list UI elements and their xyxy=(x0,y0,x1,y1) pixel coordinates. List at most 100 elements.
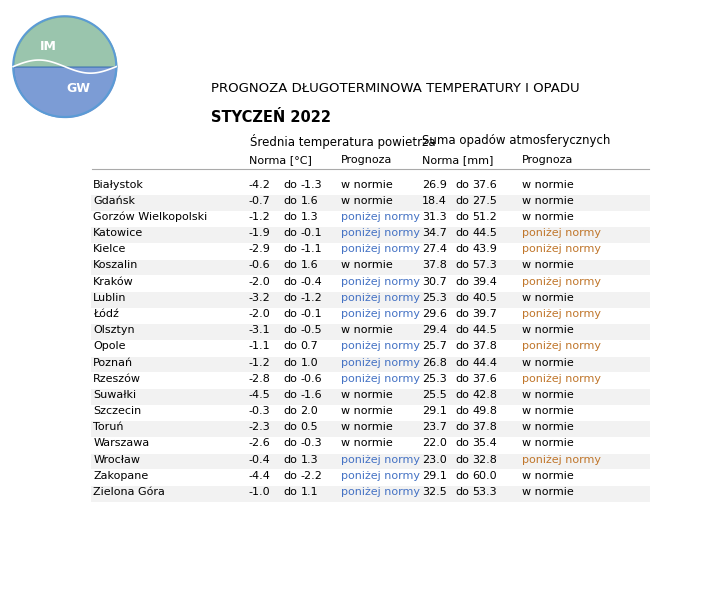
Text: 37.8: 37.8 xyxy=(473,342,497,352)
Text: do: do xyxy=(455,439,469,449)
Text: Szczecin: Szczecin xyxy=(93,406,142,416)
Text: -2.0: -2.0 xyxy=(249,309,270,319)
Text: poniżej normy: poniżej normy xyxy=(341,487,420,497)
Text: do: do xyxy=(283,358,298,368)
Text: w normie: w normie xyxy=(341,179,393,189)
Text: w normie: w normie xyxy=(522,293,573,303)
Text: Suwałki: Suwałki xyxy=(93,390,137,400)
Text: 27.4: 27.4 xyxy=(422,244,447,254)
Text: Prognoza: Prognoza xyxy=(341,155,392,165)
Text: 25.3: 25.3 xyxy=(422,374,447,384)
Text: w normie: w normie xyxy=(522,325,573,335)
FancyBboxPatch shape xyxy=(92,389,649,405)
Text: -1.3: -1.3 xyxy=(301,179,322,189)
Text: do: do xyxy=(455,179,469,189)
Text: do: do xyxy=(455,342,469,352)
Text: 60.0: 60.0 xyxy=(473,471,497,481)
Text: poniżej normy: poniżej normy xyxy=(341,455,420,465)
Text: 22.0: 22.0 xyxy=(422,439,447,449)
Text: -1.1: -1.1 xyxy=(301,244,322,254)
Text: 32.5: 32.5 xyxy=(422,487,447,497)
Text: -1.0: -1.0 xyxy=(249,487,270,497)
Text: 1.3: 1.3 xyxy=(301,212,318,222)
Text: -4.4: -4.4 xyxy=(249,471,271,481)
Text: w normie: w normie xyxy=(522,487,573,497)
Text: w normie: w normie xyxy=(522,358,573,368)
Text: Gdańsk: Gdańsk xyxy=(93,196,135,205)
Text: do: do xyxy=(455,309,469,319)
Text: w normie: w normie xyxy=(341,406,393,416)
Text: -4.5: -4.5 xyxy=(249,390,270,400)
Text: poniżej normy: poniżej normy xyxy=(522,228,601,238)
Text: 25.5: 25.5 xyxy=(422,390,447,400)
Text: poniżej normy: poniżej normy xyxy=(341,212,420,222)
Text: do: do xyxy=(455,228,469,238)
Text: poniżej normy: poniżej normy xyxy=(522,374,601,384)
Text: 2.0: 2.0 xyxy=(301,406,318,416)
Text: do: do xyxy=(283,422,298,432)
Text: poniżej normy: poniżej normy xyxy=(341,309,420,319)
Text: 57.3: 57.3 xyxy=(473,260,497,271)
Text: 1.6: 1.6 xyxy=(301,260,318,271)
FancyBboxPatch shape xyxy=(92,486,649,502)
Text: Zakopane: Zakopane xyxy=(93,471,148,481)
Text: -0.7: -0.7 xyxy=(249,196,270,205)
Text: 35.4: 35.4 xyxy=(473,439,497,449)
Text: poniżej normy: poniżej normy xyxy=(522,342,601,352)
Text: 0.7: 0.7 xyxy=(301,342,318,352)
Text: 32.8: 32.8 xyxy=(473,455,497,465)
Text: do: do xyxy=(283,260,298,271)
Text: Zielona Góra: Zielona Góra xyxy=(93,487,165,497)
Text: 53.3: 53.3 xyxy=(473,487,497,497)
Text: do: do xyxy=(455,276,469,287)
Text: Prognoza: Prognoza xyxy=(522,155,573,165)
Text: 31.3: 31.3 xyxy=(422,212,447,222)
FancyBboxPatch shape xyxy=(92,324,649,340)
Text: 49.8: 49.8 xyxy=(473,406,497,416)
Text: w normie: w normie xyxy=(522,260,573,271)
Text: 25.7: 25.7 xyxy=(422,342,447,352)
Text: -1.1: -1.1 xyxy=(249,342,270,352)
Text: do: do xyxy=(283,325,298,335)
FancyBboxPatch shape xyxy=(92,227,649,243)
Text: Norma [°C]: Norma [°C] xyxy=(249,155,312,165)
Text: 29.1: 29.1 xyxy=(422,471,447,481)
Text: poniżej normy: poniżej normy xyxy=(341,358,420,368)
Text: 44.4: 44.4 xyxy=(473,358,497,368)
Text: do: do xyxy=(455,196,469,205)
Text: 26.8: 26.8 xyxy=(422,358,447,368)
Text: w normie: w normie xyxy=(341,260,393,271)
Text: Wrocław: Wrocław xyxy=(93,455,140,465)
Text: do: do xyxy=(283,228,298,238)
Text: 18.4: 18.4 xyxy=(422,196,447,205)
Text: 42.8: 42.8 xyxy=(473,390,497,400)
Text: do: do xyxy=(455,293,469,303)
Text: 37.8: 37.8 xyxy=(473,422,497,432)
Text: 1.1: 1.1 xyxy=(301,487,318,497)
Text: 1.0: 1.0 xyxy=(301,358,318,368)
Text: poniżej normy: poniżej normy xyxy=(522,244,601,254)
FancyBboxPatch shape xyxy=(92,356,649,372)
FancyBboxPatch shape xyxy=(92,195,649,211)
Text: do: do xyxy=(283,471,298,481)
Text: -0.4: -0.4 xyxy=(249,455,270,465)
Text: w normie: w normie xyxy=(341,390,393,400)
Text: Opole: Opole xyxy=(93,342,126,352)
Text: -2.6: -2.6 xyxy=(249,439,270,449)
Text: do: do xyxy=(455,244,469,254)
Text: poniżej normy: poniżej normy xyxy=(341,293,420,303)
Text: 29.4: 29.4 xyxy=(422,325,447,335)
Text: w normie: w normie xyxy=(522,179,573,189)
Text: -0.6: -0.6 xyxy=(301,374,322,384)
Text: w normie: w normie xyxy=(341,439,393,449)
Text: do: do xyxy=(283,276,298,287)
Text: Toruń: Toruń xyxy=(93,422,124,432)
Text: PROGNOZA DŁUGOTERMINOWA TEMPERATURY I OPADU: PROGNOZA DŁUGOTERMINOWA TEMPERATURY I OP… xyxy=(211,82,579,95)
FancyBboxPatch shape xyxy=(92,422,649,437)
Text: Białystok: Białystok xyxy=(93,179,144,189)
Text: poniżej normy: poniżej normy xyxy=(341,228,420,238)
Text: 40.5: 40.5 xyxy=(473,293,497,303)
Text: Poznań: Poznań xyxy=(93,358,133,368)
Text: 29.6: 29.6 xyxy=(422,309,447,319)
Text: 23.0: 23.0 xyxy=(422,455,447,465)
